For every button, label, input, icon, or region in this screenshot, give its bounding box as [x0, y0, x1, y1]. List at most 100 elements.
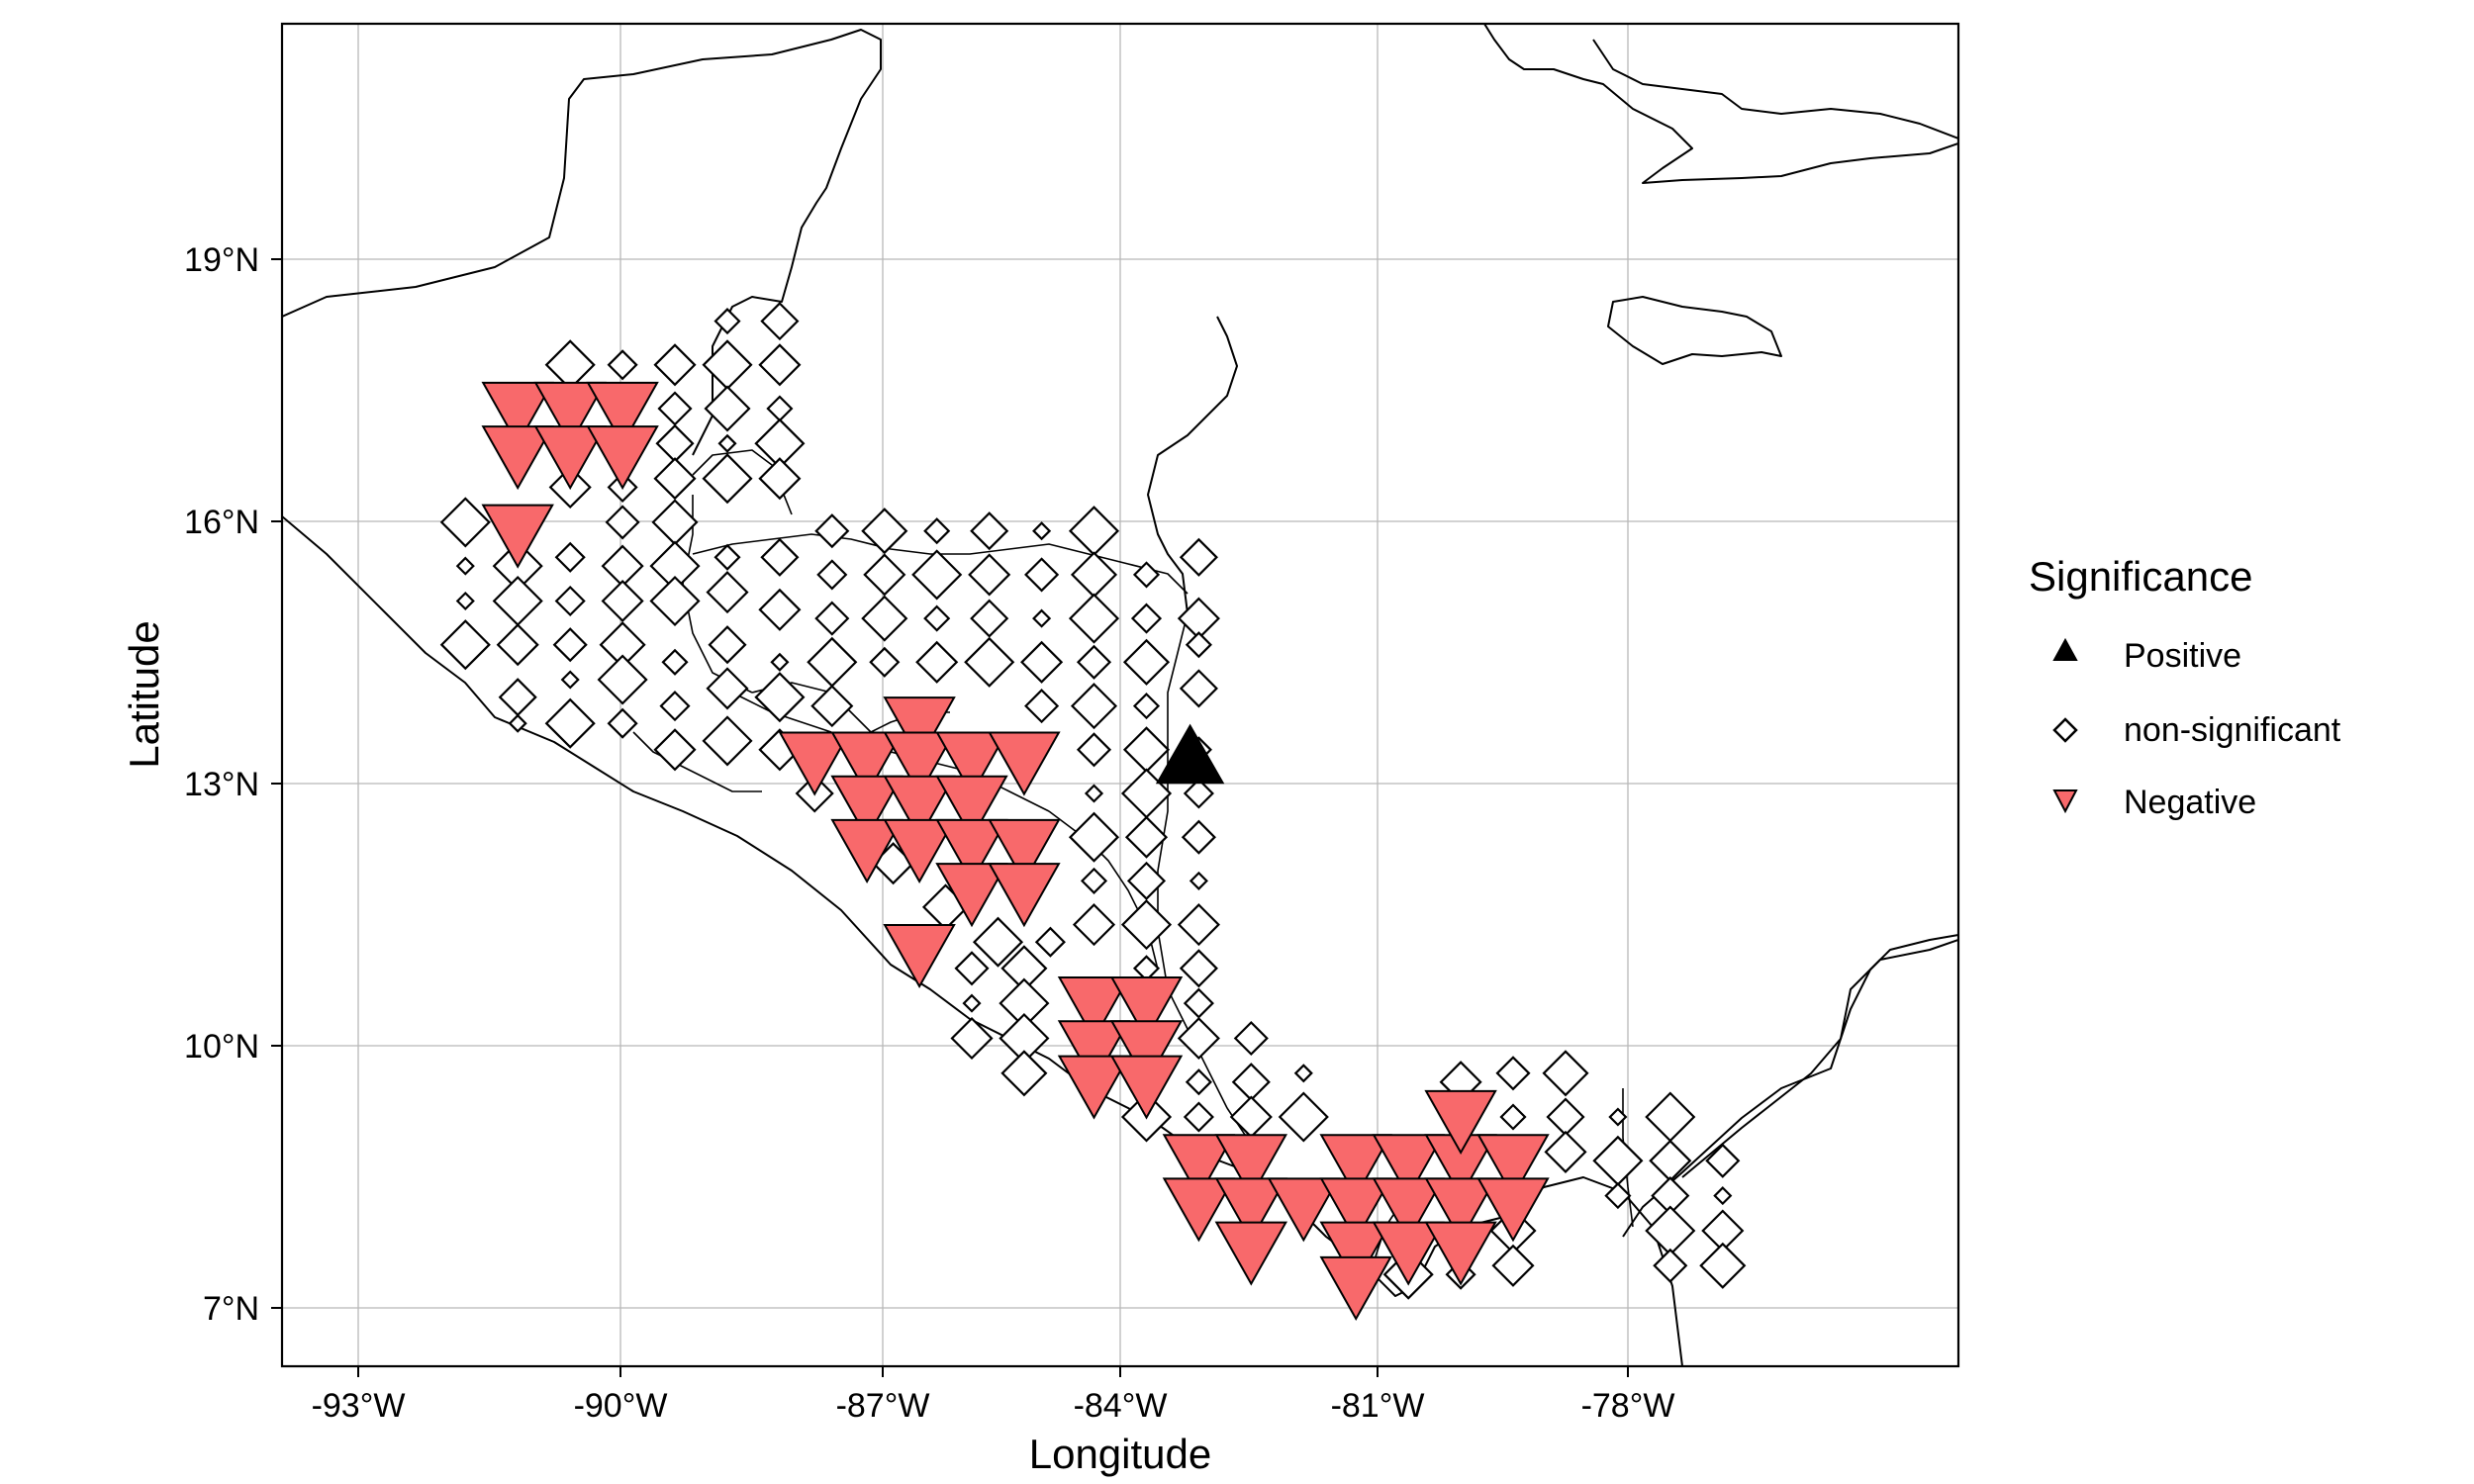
marker-nonsignificant — [923, 604, 951, 632]
marker-nonsignificant — [1185, 631, 1212, 659]
marker-nonsignificant — [607, 707, 638, 739]
y-tick-label: 13°N — [184, 766, 259, 803]
marker-nonsignificant — [758, 588, 802, 631]
marker-negative — [883, 924, 956, 989]
marker-nonsignificant — [1132, 693, 1161, 720]
x-tick-label: -93°W — [312, 1387, 406, 1425]
marker-nonsignificant — [861, 508, 908, 555]
marker-nonsignificant — [1183, 778, 1214, 809]
marker-negative — [1214, 1134, 1288, 1199]
marker-nonsignificant — [498, 678, 537, 717]
marker-negative — [481, 504, 554, 569]
x-tick-label: -87°W — [836, 1387, 930, 1425]
y-tick-label: 7°N — [203, 1290, 259, 1328]
marker-nonsignificant — [1122, 638, 1171, 686]
marker-nonsignificant — [717, 433, 737, 453]
marker-nonsignificant — [714, 543, 741, 571]
axis-ticks — [271, 258, 1629, 1377]
marker-negative — [586, 381, 659, 446]
marker-nonsignificant — [1592, 1135, 1644, 1186]
cuba-coastline — [1483, 24, 1958, 184]
y-axis-title: Latitude — [121, 620, 167, 768]
marker-nonsignificant — [1495, 1056, 1531, 1091]
marker-negative — [988, 818, 1061, 884]
marker-nonsignificant — [1132, 561, 1161, 589]
x-tick-label: -84°W — [1074, 1387, 1168, 1425]
marker-nonsignificant — [954, 951, 990, 986]
marker-nonsignificant — [950, 1016, 994, 1061]
marker-nonsignificant — [1183, 1101, 1214, 1133]
marker-nonsignificant — [1544, 1130, 1587, 1173]
marker-negative — [830, 775, 904, 840]
gridlines — [282, 24, 1958, 1366]
marker-negative — [533, 381, 607, 446]
caribbean-coastline-east — [1147, 316, 1238, 614]
marker-positive — [1155, 723, 1225, 785]
marker-negative — [1476, 1177, 1550, 1243]
marker-negative — [1424, 1177, 1497, 1243]
marker-nonsignificant — [1024, 557, 1060, 593]
marker-nonsignificant — [1130, 603, 1163, 634]
legend-title: Significance — [2029, 553, 2252, 600]
x-axis-title: Longitude — [1029, 1431, 1212, 1477]
marker-nonsignificant — [1645, 1205, 1696, 1256]
south-america-coast — [1681, 939, 1958, 1178]
x-tick-label: -90°W — [574, 1387, 668, 1425]
marker-negative — [1319, 1221, 1392, 1286]
marker-nonsignificant — [714, 308, 741, 335]
x-tick-label: -81°W — [1331, 1387, 1425, 1425]
marker-nonsignificant — [1491, 1244, 1535, 1287]
marker-nonsignificant — [758, 343, 802, 387]
marker-nonsignificant — [702, 715, 753, 767]
marker-nonsignificant — [1076, 644, 1112, 680]
marker-nonsignificant — [760, 537, 800, 577]
marker-nonsignificant — [597, 654, 648, 705]
marker-nonsignificant — [508, 713, 527, 733]
legend-key-positive — [2052, 637, 2078, 661]
marker-nonsignificant — [704, 385, 751, 432]
marker-nonsignificant — [708, 625, 747, 665]
marker-nonsignificant — [1124, 815, 1169, 859]
marker-negative — [1162, 1177, 1236, 1243]
marker-negative — [1319, 1177, 1392, 1243]
marker-nonsignificant — [964, 636, 1015, 688]
marker-nonsignificant — [653, 728, 697, 772]
marker-negative — [988, 731, 1061, 796]
marker-nonsignificant — [1032, 521, 1052, 541]
marker-nonsignificant — [962, 993, 982, 1013]
marker-nonsignificant — [1068, 811, 1120, 863]
marker-nonsignificant — [1032, 608, 1052, 628]
marker-nonsignificant — [554, 585, 586, 617]
marker-nonsignificant — [766, 395, 794, 422]
marker-negative — [1372, 1177, 1445, 1243]
marker-nonsignificant — [970, 511, 1009, 551]
marker-nonsignificant — [863, 553, 906, 597]
marker-nonsignificant — [1233, 1020, 1269, 1057]
marker-nonsignificant — [1024, 689, 1060, 724]
marker-negative — [1057, 1020, 1131, 1085]
marker-nonsignificant — [814, 513, 850, 549]
marker-nonsignificant — [1231, 1063, 1271, 1102]
marker-nonsignificant — [1122, 726, 1171, 774]
marker-nonsignificant — [915, 640, 959, 684]
marker-nonsignificant — [1604, 1182, 1632, 1210]
marker-nonsignificant — [1084, 784, 1104, 803]
marker-nonsignificant — [455, 556, 475, 576]
marker-nonsignificant — [1120, 899, 1173, 951]
marker-nonsignificant — [968, 553, 1011, 597]
marker-nonsignificant — [1499, 1103, 1527, 1131]
marker-nonsignificant — [1229, 1095, 1273, 1139]
marker-nonsignificant — [1020, 640, 1064, 684]
marker-negative — [1476, 1134, 1550, 1199]
marker-nonsignificant — [1070, 683, 1118, 730]
data-points — [439, 302, 1747, 1322]
marker-nonsignificant — [496, 623, 539, 667]
marker-nonsignificant — [807, 636, 858, 688]
marker-nonsignificant — [439, 497, 491, 548]
marker-nonsignificant — [1546, 1097, 1585, 1137]
marker-nonsignificant — [1713, 1186, 1733, 1206]
marker-nonsignificant — [1293, 1064, 1313, 1083]
marker-negative — [1424, 1089, 1497, 1156]
marker-nonsignificant — [661, 648, 689, 676]
